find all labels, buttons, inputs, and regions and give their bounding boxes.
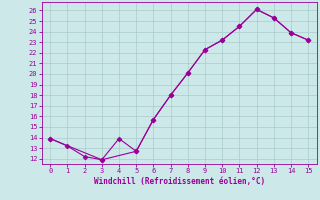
X-axis label: Windchill (Refroidissement éolien,°C): Windchill (Refroidissement éolien,°C) [94,177,265,186]
